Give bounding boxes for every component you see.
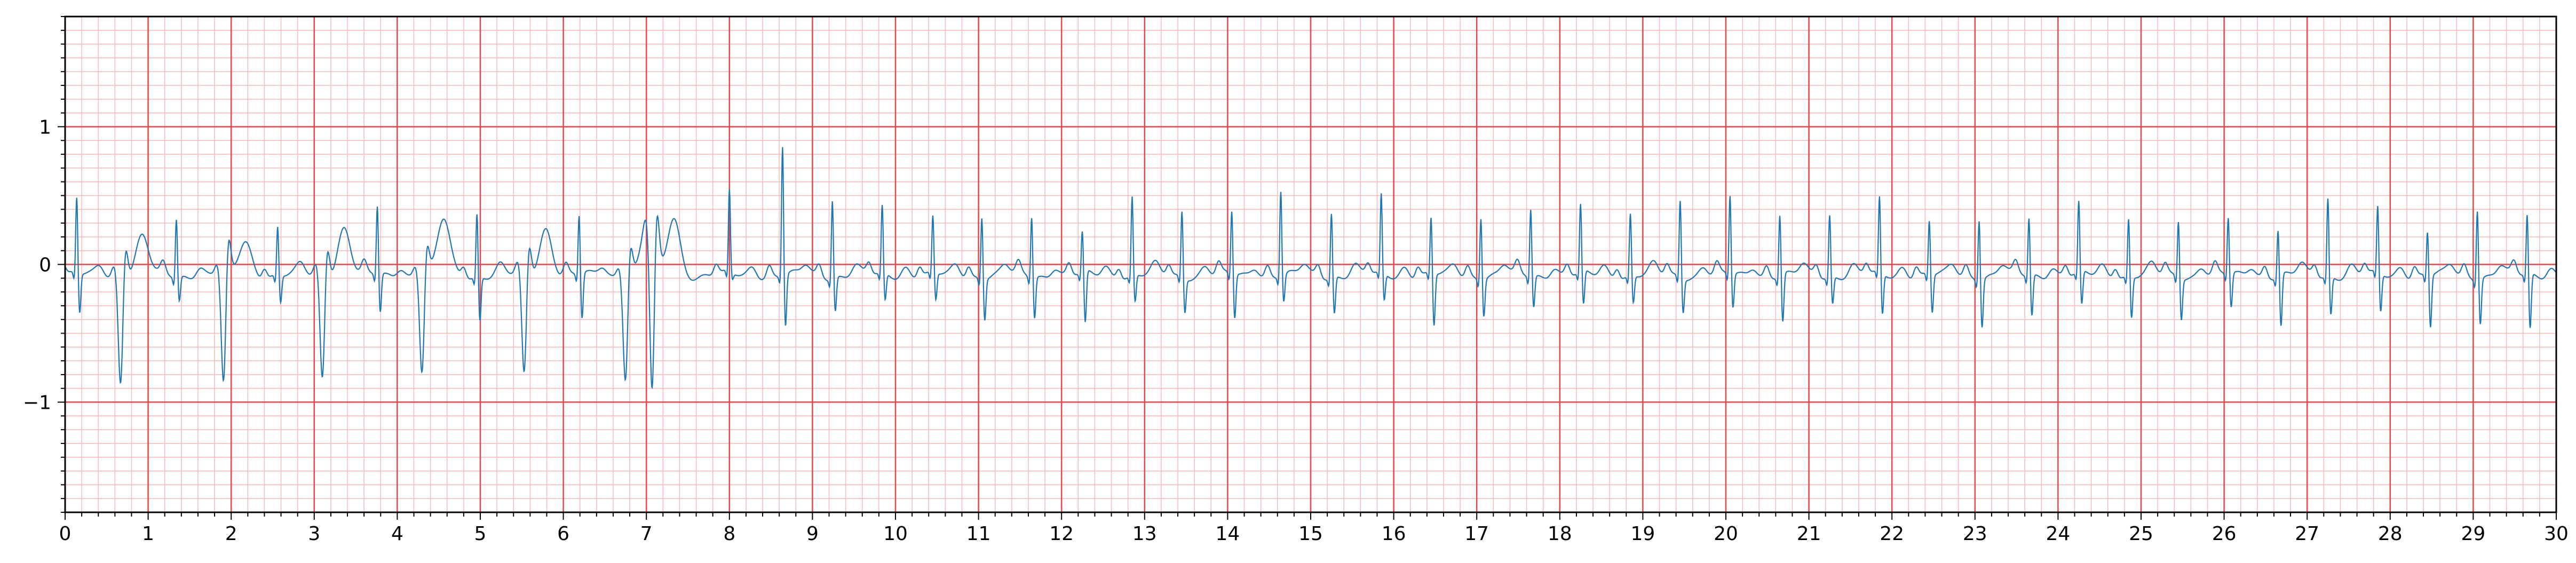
- x-tick-label: 7: [640, 523, 653, 545]
- x-axis-ticks: [65, 512, 2557, 520]
- x-tick-label: 4: [391, 523, 403, 545]
- major-grid: [64, 17, 2557, 512]
- y-axis-ticks: [58, 16, 65, 513]
- x-tick-label: 29: [2461, 523, 2485, 545]
- x-tick-label: 2: [225, 523, 237, 545]
- y-tick-label: 1: [39, 116, 51, 138]
- x-tick-label: 11: [966, 523, 991, 545]
- x-tick-label: 10: [883, 523, 908, 545]
- x-tick-label: 6: [557, 523, 569, 545]
- x-tick-label: 19: [1630, 523, 1655, 545]
- x-tick-label: 12: [1049, 523, 1074, 545]
- x-axis-tick-labels: 0 1 2 3 4 5 6 7 8 9 10 11 12 13 14 15 16 17 18 19 20 21 22 23 24…: [59, 523, 2569, 545]
- x-tick-label: 25: [2129, 523, 2153, 545]
- x-tick-label: 26: [2212, 523, 2237, 545]
- x-tick-label: 28: [2378, 523, 2403, 545]
- x-tick-label: 3: [308, 523, 320, 545]
- x-tick-label: 23: [1963, 523, 1987, 545]
- ecg-trace-line: [65, 147, 2557, 390]
- x-tick-label: 21: [1797, 523, 1821, 545]
- x-tick-label: 8: [723, 523, 735, 545]
- x-tick-label: 9: [806, 523, 819, 545]
- x-tick-label: 0: [59, 523, 72, 545]
- x-tick-label: 22: [1880, 523, 1904, 545]
- x-tick-label: 16: [1382, 523, 1406, 545]
- y-tick-label: −1: [23, 392, 51, 414]
- x-tick-label: 15: [1298, 523, 1323, 545]
- x-tick-label: 13: [1132, 523, 1157, 545]
- x-tick-label: 17: [1464, 523, 1489, 545]
- x-tick-label: 30: [2544, 523, 2569, 545]
- y-axis-tick-labels: 1 0 −1: [23, 116, 51, 414]
- x-tick-label: 1: [142, 523, 154, 545]
- y-tick-label: 0: [39, 255, 51, 276]
- x-tick-label: 14: [1215, 523, 1240, 545]
- x-tick-label: 5: [474, 523, 487, 545]
- x-tick-label: 20: [1714, 523, 1738, 545]
- x-tick-label: 24: [2046, 523, 2070, 545]
- x-tick-label: 27: [2295, 523, 2319, 545]
- x-tick-label: 18: [1548, 523, 1572, 545]
